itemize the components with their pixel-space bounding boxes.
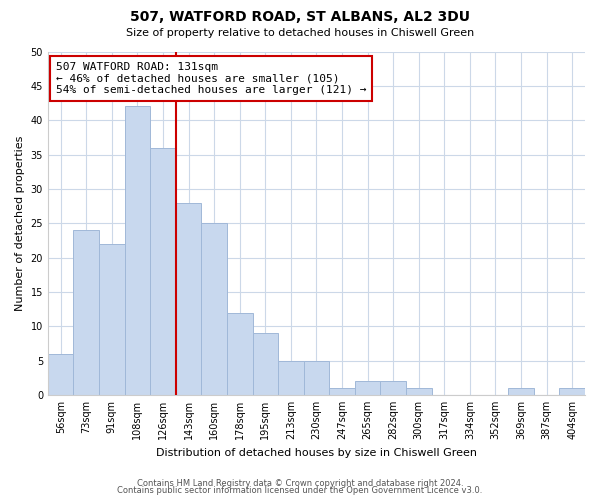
Bar	[406, 388, 431, 395]
Bar	[227, 312, 253, 395]
Bar	[559, 388, 585, 395]
Bar	[150, 148, 176, 395]
X-axis label: Distribution of detached houses by size in Chiswell Green: Distribution of detached houses by size …	[156, 448, 477, 458]
Y-axis label: Number of detached properties: Number of detached properties	[15, 136, 25, 311]
Bar	[48, 354, 73, 395]
Bar	[202, 223, 227, 395]
Bar	[125, 106, 150, 395]
Text: Contains HM Land Registry data © Crown copyright and database right 2024.: Contains HM Land Registry data © Crown c…	[137, 478, 463, 488]
Bar	[253, 333, 278, 395]
Bar	[380, 381, 406, 395]
Bar	[304, 360, 329, 395]
Bar	[176, 202, 202, 395]
Bar	[278, 360, 304, 395]
Text: Size of property relative to detached houses in Chiswell Green: Size of property relative to detached ho…	[126, 28, 474, 38]
Bar	[355, 381, 380, 395]
Text: Contains public sector information licensed under the Open Government Licence v3: Contains public sector information licen…	[118, 486, 482, 495]
Bar	[99, 244, 125, 395]
Bar	[508, 388, 534, 395]
Text: 507, WATFORD ROAD, ST ALBANS, AL2 3DU: 507, WATFORD ROAD, ST ALBANS, AL2 3DU	[130, 10, 470, 24]
Bar	[329, 388, 355, 395]
Text: 507 WATFORD ROAD: 131sqm
← 46% of detached houses are smaller (105)
54% of semi-: 507 WATFORD ROAD: 131sqm ← 46% of detach…	[56, 62, 367, 95]
Bar	[73, 230, 99, 395]
